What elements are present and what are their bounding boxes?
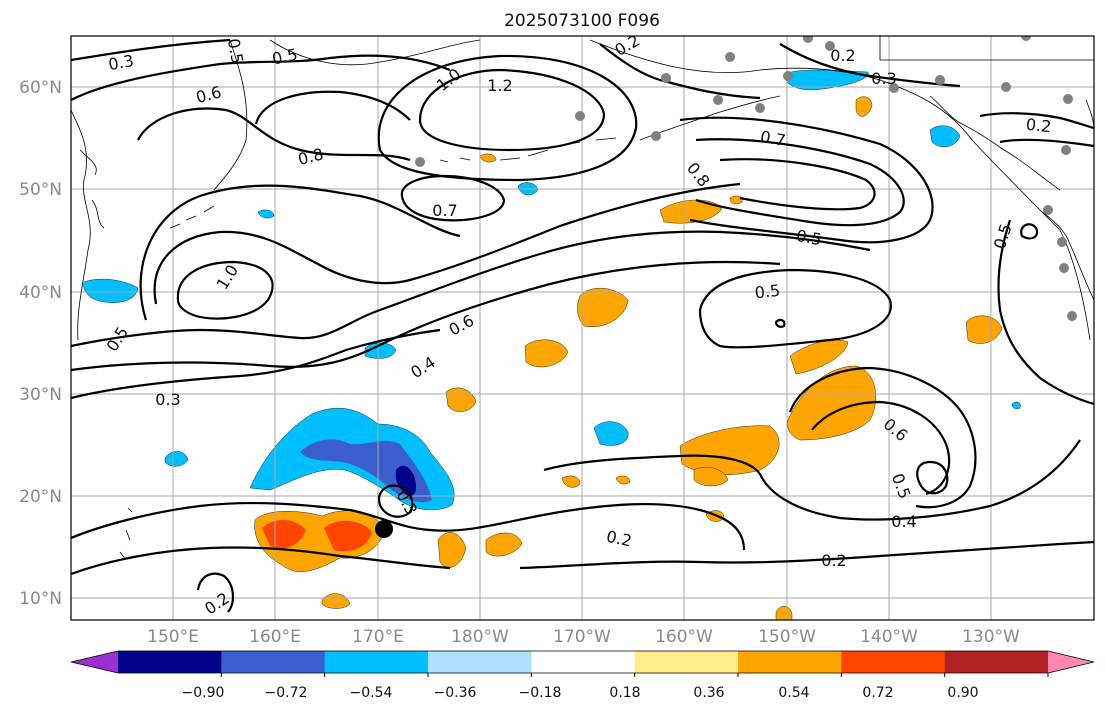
- lon-label: 150°W: [758, 627, 816, 647]
- contour-label: 0.5: [754, 281, 781, 303]
- gridlines: [71, 36, 1094, 620]
- positive-anomaly-area: [789, 339, 849, 375]
- negative-anomaly-peak: [395, 465, 416, 497]
- contour-label: 0.7: [759, 127, 787, 150]
- colorbar-outline: [70, 650, 1095, 674]
- colorbar: [70, 650, 1095, 677]
- colorbar-tick-label: −0.18: [519, 685, 562, 701]
- colorbar-tick-label: 0.72: [862, 685, 893, 701]
- colorbar-segment: [324, 651, 429, 673]
- positive-anomaly-core: [324, 520, 372, 552]
- contour-label: 0.5: [224, 37, 247, 65]
- positive-anomaly-area: [693, 467, 729, 487]
- map-frame: [70, 35, 1095, 621]
- positive-anomaly-area: [485, 532, 523, 557]
- colorbar-segment: [634, 651, 739, 673]
- negative-anomaly-area: [257, 209, 275, 219]
- lon-label: 160°E: [249, 627, 301, 647]
- negative-anomaly-area: [929, 125, 961, 147]
- negative-anomaly-area: [1011, 401, 1021, 409]
- lat-label: 60°N: [19, 78, 62, 98]
- colorbar-tick-label: 0.54: [778, 685, 809, 701]
- map-panel: 0.3 0.5 0.5 0.6 1.0 1.2 0.2 0.3 0.2 0.8 …: [71, 36, 1094, 620]
- storm-center-marker: [375, 520, 393, 538]
- lon-label: 160°W: [655, 627, 713, 647]
- colorbar-segment: [428, 651, 532, 673]
- contour-label: 0.3: [871, 69, 896, 88]
- map-title: 2025073100 F096: [504, 11, 660, 31]
- contour-lines: [71, 38, 1094, 613]
- colorbar-segment: [221, 651, 326, 673]
- positive-anomaly-area: [615, 475, 631, 485]
- positive-anomaly-area: [524, 339, 569, 368]
- colorbar-extend-max: [1048, 651, 1094, 673]
- contour-label: 0.7: [432, 201, 457, 220]
- contour-label: 1.2: [487, 76, 512, 95]
- contour-label: 0.4: [891, 512, 916, 531]
- contour-label: 0.2: [830, 46, 855, 65]
- colorbar-tick-label: 0.36: [693, 685, 724, 701]
- colorbar-tick-label: 0.90: [947, 685, 978, 701]
- contour-label: 0.5: [270, 45, 299, 69]
- positive-anomaly-area: [855, 96, 873, 117]
- positive-anomaly-area: [577, 288, 629, 327]
- colorbar-segment: [531, 651, 636, 673]
- lon-label: 130°W: [962, 627, 1020, 647]
- latitude-axis: 60°N 50°N 40°N 30°N 20°N 10°N: [19, 78, 62, 609]
- lat-label: 10°N: [19, 589, 62, 609]
- colorbar-tick-label: −0.90: [182, 685, 225, 701]
- positive-anomaly-area: [321, 593, 351, 609]
- positive-anomaly-core: [262, 519, 306, 549]
- negative-anomaly-area: [593, 421, 629, 446]
- contour-label: 0.2: [1025, 115, 1052, 137]
- contour-label: 0.3: [107, 51, 135, 74]
- contour-label: 0.5: [795, 226, 823, 249]
- lat-label: 30°N: [19, 385, 62, 405]
- lon-label: 170°W: [553, 627, 611, 647]
- lat-label: 40°N: [19, 283, 62, 303]
- colorbar-tick-label: −0.72: [265, 685, 308, 701]
- contour-label: 0.3: [155, 390, 180, 409]
- contour-label: 0.2: [605, 527, 634, 551]
- lon-label: 170°E: [352, 627, 404, 647]
- positive-anomaly-area: [561, 475, 581, 488]
- contour-label: 0.2: [821, 551, 846, 570]
- positive-anomaly-area: [965, 315, 1003, 344]
- positive-anomaly-area: [479, 153, 497, 163]
- positive-anomaly-area: [437, 532, 467, 568]
- longitude-axis: 150°E 160°E 170°E 180°W 170°W 160°W 150°…: [147, 627, 1020, 647]
- positive-anomaly-area: [729, 195, 743, 205]
- colorbar-segment: [944, 651, 1049, 673]
- negative-anomaly-area: [364, 342, 397, 359]
- lat-label: 20°N: [19, 487, 62, 507]
- lat-label: 50°N: [19, 180, 62, 200]
- colorbar-segment: [118, 651, 222, 673]
- colorbar-tick-label: 0.18: [609, 685, 640, 701]
- colorbar-segment: [841, 651, 946, 673]
- colorbar-labels: −0.90 −0.72 −0.54 −0.36 −0.18 0.18 0.36 …: [182, 685, 979, 701]
- positive-anomaly-area: [775, 606, 793, 620]
- colorbar-segment: [738, 651, 842, 673]
- coastlines: [71, 36, 1094, 561]
- lon-label: 180°W: [451, 627, 509, 647]
- lon-label: 140°W: [860, 627, 918, 647]
- lon-label: 150°E: [147, 627, 199, 647]
- positive-anomaly-area: [787, 365, 876, 441]
- colorbar-extend-min: [71, 651, 118, 673]
- colorbar-tick-label: −0.36: [434, 685, 477, 701]
- colorbar-tick-label: −0.54: [350, 685, 393, 701]
- positive-anomaly-area: [659, 199, 723, 224]
- station-markers: [375, 36, 1077, 538]
